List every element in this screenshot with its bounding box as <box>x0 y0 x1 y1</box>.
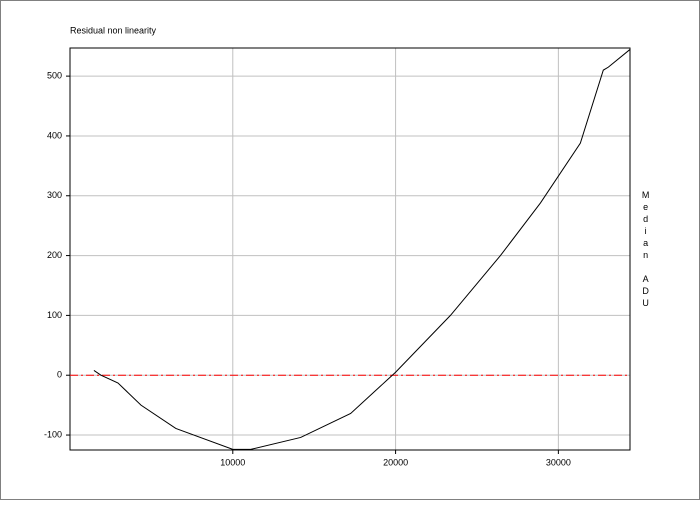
y-tick-label: 300 <box>47 190 62 200</box>
y-tick-label: 200 <box>47 250 62 260</box>
y-tick-label: -100 <box>44 429 62 439</box>
data-line <box>93 48 631 450</box>
plot-border <box>69 47 631 451</box>
y-tick-label: 500 <box>47 70 62 80</box>
chart-title: Residual non linearity <box>70 25 157 35</box>
y-tick-label: 0 <box>57 370 62 380</box>
y-axis-label: Median ADU <box>641 190 651 310</box>
y-tick-label: 100 <box>47 310 62 320</box>
x-tick-label: 10000 <box>220 457 245 467</box>
x-tick-label: 20000 <box>383 457 408 467</box>
x-tick-label: 30000 <box>546 457 571 467</box>
y-tick-label: 400 <box>47 130 62 140</box>
